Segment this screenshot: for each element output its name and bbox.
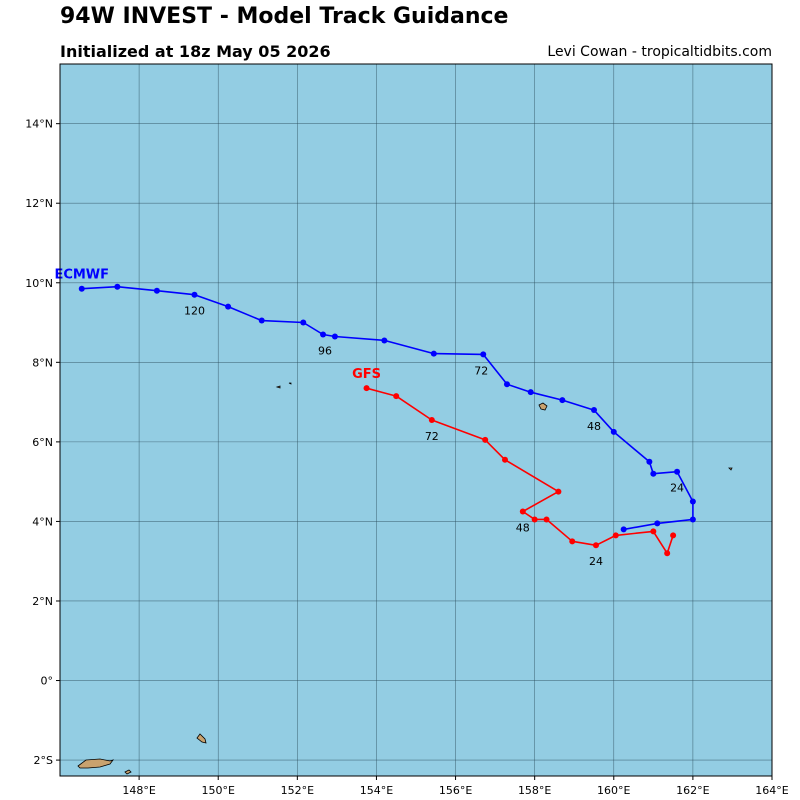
x-tick-label: 156°E [439, 784, 472, 797]
gfs-track-point [664, 550, 671, 557]
gfs-track-point [555, 488, 562, 495]
gfs-track-point [363, 385, 370, 392]
y-tick-label: 2°N [32, 595, 53, 608]
ecmwf-track-line [81, 285, 694, 531]
ecmwf-track-point [591, 407, 597, 414]
gfs-track-point [482, 436, 489, 443]
gfs-track-point [670, 532, 677, 539]
map-frame [59, 63, 773, 777]
x-tick-label: 150°E [201, 784, 234, 797]
gfs-track-point [393, 393, 400, 400]
ecmwf-track-point [320, 331, 327, 338]
y-tick-label: 14°N [25, 118, 53, 131]
map-subtitle: Initialized at 18z May 05 2026 [60, 42, 331, 61]
axis-ticks: 148°E 150°E 152°E 154°E 156°E 158°E 160°E 162°E… [25, 118, 789, 797]
map-gridlines [60, 64, 772, 776]
land-masses [77, 382, 733, 775]
gfs-track-point [543, 516, 550, 523]
ecmwf-track-point [381, 337, 388, 344]
ecmwf-track-point [300, 319, 307, 326]
ecmwf-track-point [503, 381, 510, 388]
ecmwf-track-point [689, 516, 696, 523]
ecmwf-track-point [650, 470, 657, 477]
ecmwf-track-point [191, 291, 198, 298]
gfs-hour-label: 48 [516, 521, 530, 534]
y-tick-label: 8°N [32, 356, 53, 369]
gfs-track: 24 48 72 GFS [352, 367, 677, 568]
island-small-1 [124, 769, 132, 775]
ecmwf-hour-label: 48 [587, 420, 601, 433]
ecmwf-hour-label: 120 [184, 305, 205, 318]
model-tracks: 24 48 72 96 120 ECMWF 24 48 72 GFS [54, 268, 696, 568]
ecmwf-track-point [689, 498, 696, 505]
x-tick-label: 164°E [755, 784, 788, 797]
gfs-track-point [569, 538, 576, 545]
ecmwf-track-point [620, 526, 627, 533]
island-atoll-1 [275, 385, 281, 389]
ecmwf-track-point [654, 520, 661, 527]
island-new-hanover [196, 733, 207, 744]
island-kosrae [728, 467, 733, 471]
ocean-background [60, 64, 772, 776]
gfs-track-point [428, 417, 435, 423]
map-title: 94W INVEST - Model Track Guidance [60, 4, 509, 29]
x-tick-label: 148°E [122, 784, 155, 797]
ecmwf-track-point [610, 428, 617, 435]
gfs-track-point [519, 508, 526, 515]
island-new-ireland [77, 758, 115, 769]
y-tick-label: 2°S [34, 754, 53, 767]
x-tick-label: 160°E [597, 784, 630, 797]
ecmwf-track-point [225, 303, 232, 310]
island-atoll-2 [288, 382, 292, 385]
x-tick-label: 152°E [281, 784, 314, 797]
ecmwf-track-point [114, 283, 121, 290]
ecmwf-track-point [480, 351, 487, 358]
gfs-track-point [502, 456, 508, 463]
island-pohnpei [538, 402, 548, 411]
ecmwf-track-point [78, 285, 85, 292]
ecmwf-hour-label: 96 [318, 344, 332, 357]
ecmwf-track: 24 48 72 96 120 ECMWF [54, 268, 696, 533]
ecmwf-track-point [331, 333, 338, 340]
ecmwf-track-point [646, 458, 653, 465]
y-tick-label: 6°N [32, 436, 53, 449]
gfs-track-point [650, 528, 657, 535]
ecmwf-track-point [674, 468, 681, 475]
credit-text: Levi Cowan - tropicaltidbits.com [547, 44, 772, 60]
gfs-hour-label: 24 [589, 555, 603, 568]
y-tick-label: 10°N [25, 277, 53, 290]
ecmwf-track-point [430, 350, 437, 357]
ecmwf-model-label: ECMWF [54, 268, 109, 283]
ecmwf-track-point [559, 397, 566, 404]
x-tick-label: 162°E [676, 784, 709, 797]
gfs-hour-label: 72 [425, 430, 439, 443]
ecmwf-hour-label: 72 [474, 364, 488, 377]
ecmwf-track-point [153, 287, 160, 294]
gfs-model-label: GFS [352, 367, 381, 382]
y-tick-label: 4°N [32, 515, 53, 528]
ecmwf-track-point [527, 389, 534, 396]
x-tick-label: 158°E [518, 784, 551, 797]
y-tick-label: 0° [41, 675, 54, 688]
gfs-track-point [592, 542, 599, 549]
ecmwf-hour-label: 24 [670, 482, 684, 495]
gfs-track-point [612, 532, 619, 539]
ecmwf-track-point [258, 317, 265, 324]
y-tick-label: 12°N [25, 197, 53, 210]
gfs-track-point [531, 516, 538, 523]
x-tick-label: 154°E [360, 784, 393, 797]
